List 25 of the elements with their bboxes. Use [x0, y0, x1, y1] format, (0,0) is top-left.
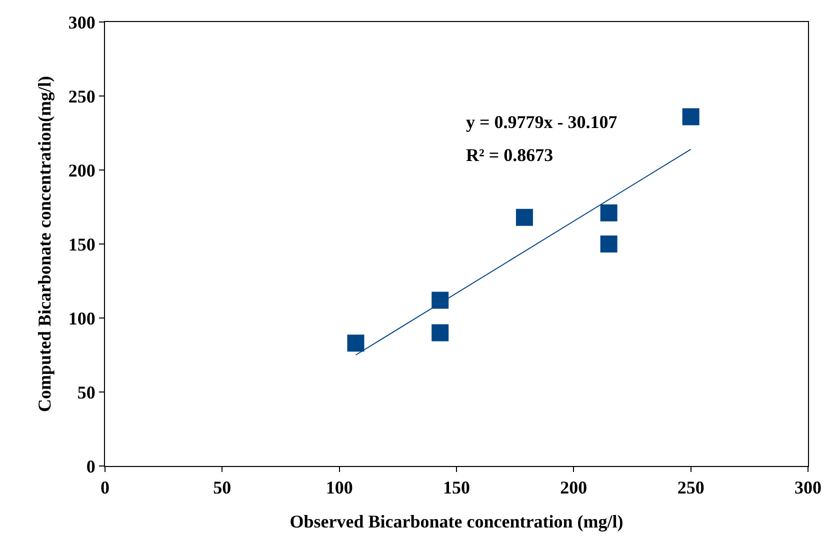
point [682, 108, 700, 126]
y-tick-label: 100 [68, 308, 96, 328]
point [600, 204, 618, 222]
x-tick-label: 100 [326, 478, 353, 498]
x-axis-title: Observed Bicarbonate concentration (mg/l) [290, 512, 624, 532]
point [432, 324, 449, 342]
x-tick-label: 0 [100, 478, 110, 498]
annotation: R² = 0.8673 [466, 145, 554, 165]
x-tick-label: 50 [213, 478, 232, 498]
x-tick-label: 300 [794, 478, 822, 498]
y-tick-label: 200 [68, 160, 96, 180]
point [347, 334, 364, 352]
point [516, 208, 533, 226]
point [600, 236, 618, 252]
y-tick-label: 250 [68, 86, 96, 106]
y-tick-label: 50 [77, 382, 96, 402]
y-axis-title: Computed Bicarbonate concentration(mg/l) [34, 76, 55, 412]
y-tick-label: 150 [68, 234, 96, 254]
point [432, 292, 449, 309]
annotation: y = 0.9779x - 30.107 [466, 112, 618, 132]
x-tick-label: 150 [443, 478, 470, 498]
y-tick-label: 0 [86, 456, 96, 476]
x-tick-label: 200 [560, 478, 588, 498]
x-tick-label: 250 [677, 478, 704, 498]
y-tick-label: 300 [68, 12, 96, 32]
